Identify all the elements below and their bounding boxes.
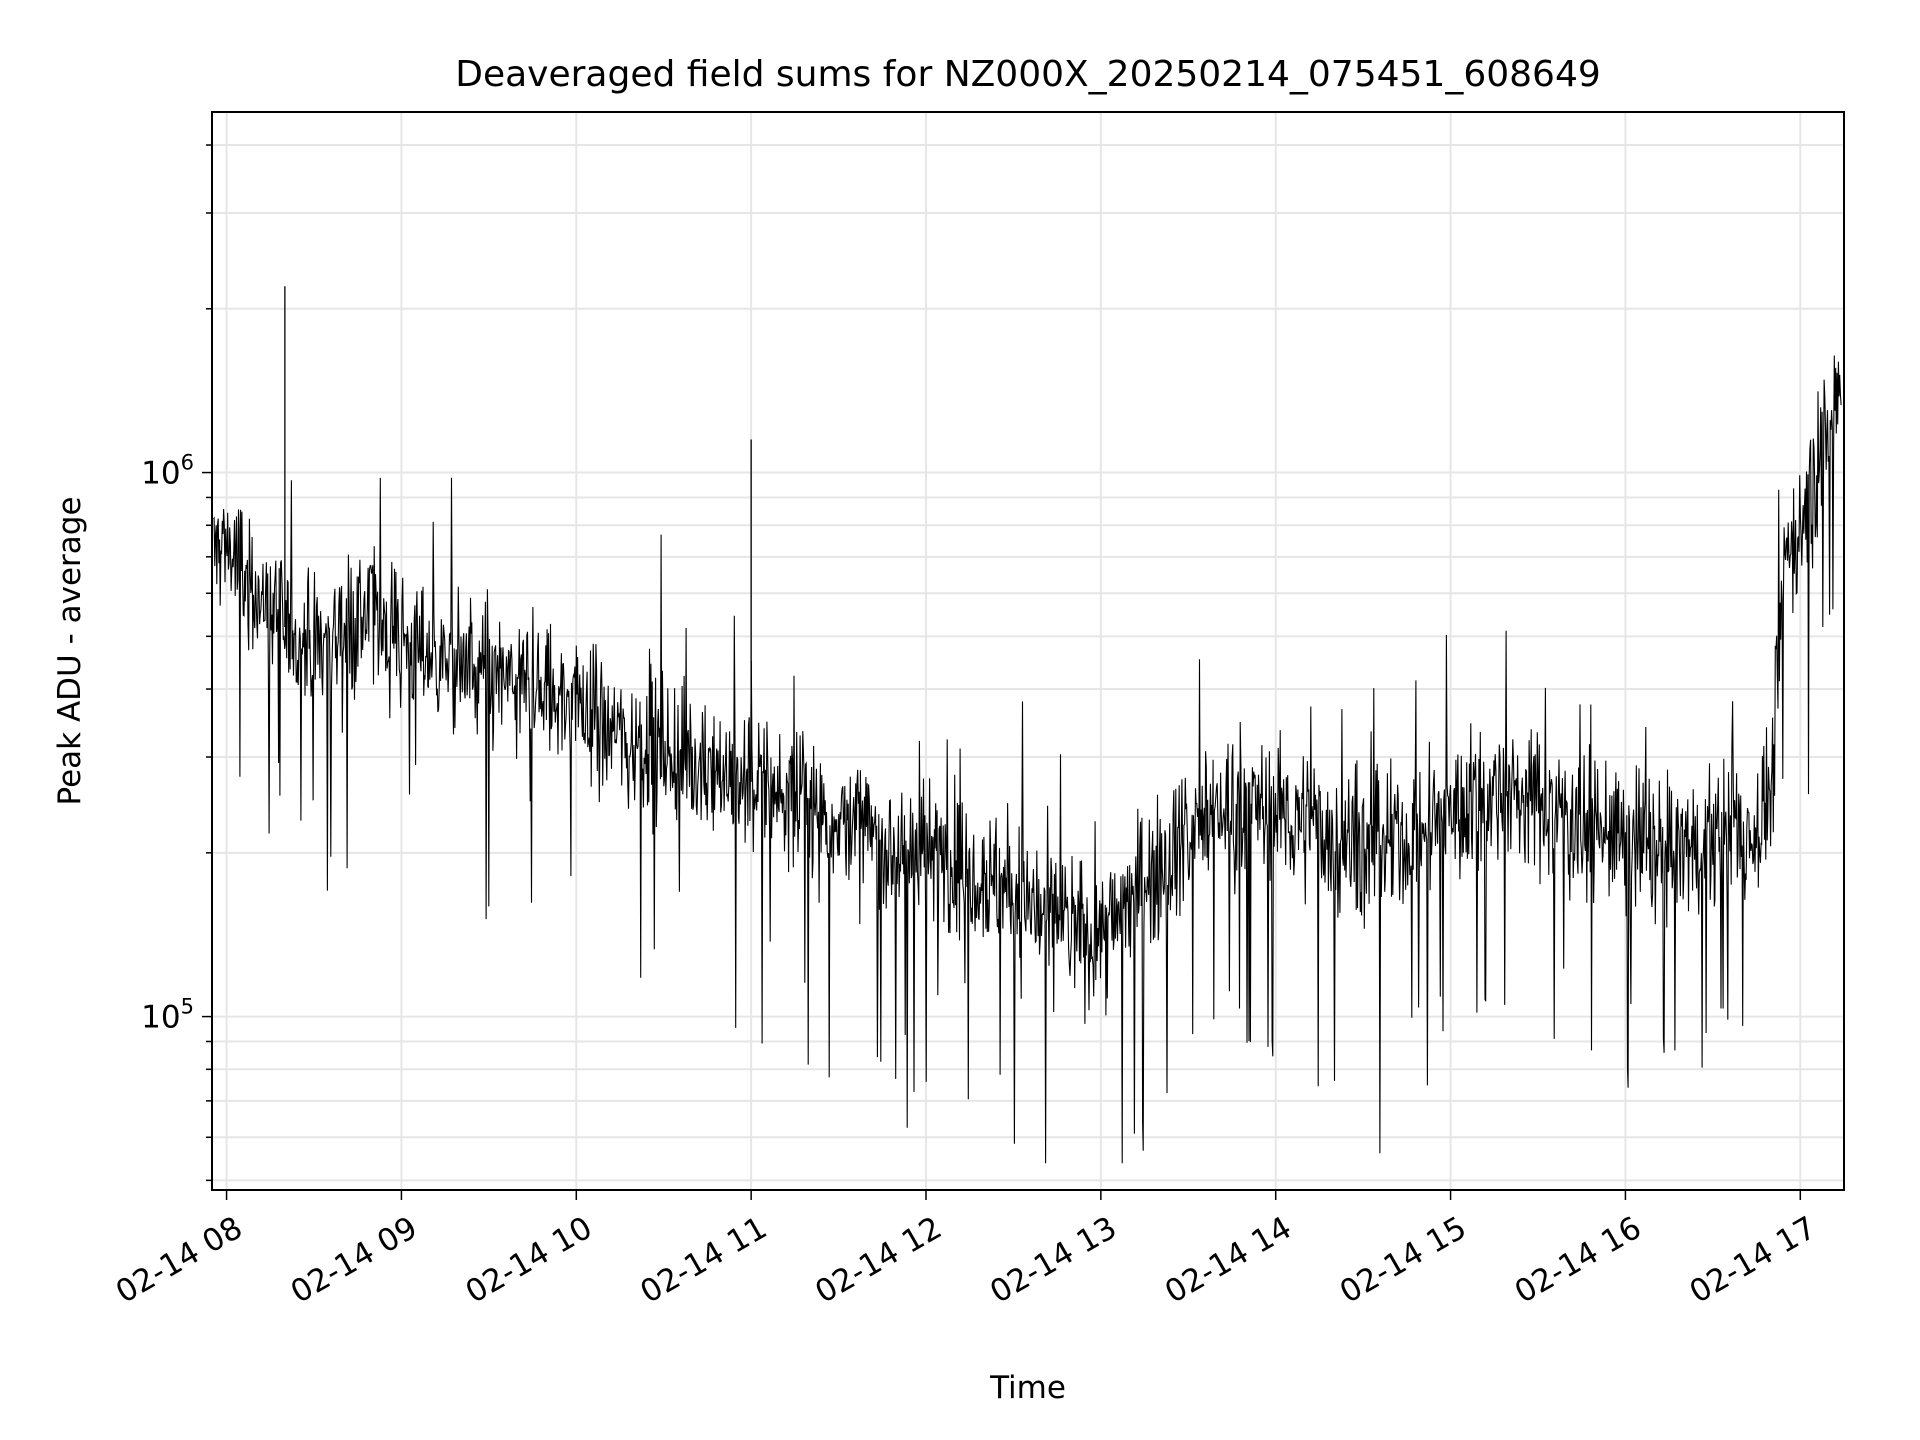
data-series bbox=[213, 286, 1842, 1164]
plot-frame bbox=[211, 111, 1845, 1191]
y-tick-base: 10 bbox=[141, 1000, 180, 1036]
series-line bbox=[213, 355, 1842, 1164]
y-tick-label: 105 bbox=[141, 995, 194, 1036]
y-tick-exponent: 6 bbox=[181, 451, 194, 475]
y-tick-label: 106 bbox=[141, 451, 194, 492]
y-axis-label: Peak ADU - average bbox=[52, 496, 88, 805]
y-tick-base: 10 bbox=[141, 456, 180, 492]
chart-title: Deaveraged field sums for NZ000X_2025021… bbox=[455, 54, 1601, 95]
y-tick-exponent: 5 bbox=[181, 995, 194, 1019]
x-axis-label: Time bbox=[989, 1370, 1066, 1406]
